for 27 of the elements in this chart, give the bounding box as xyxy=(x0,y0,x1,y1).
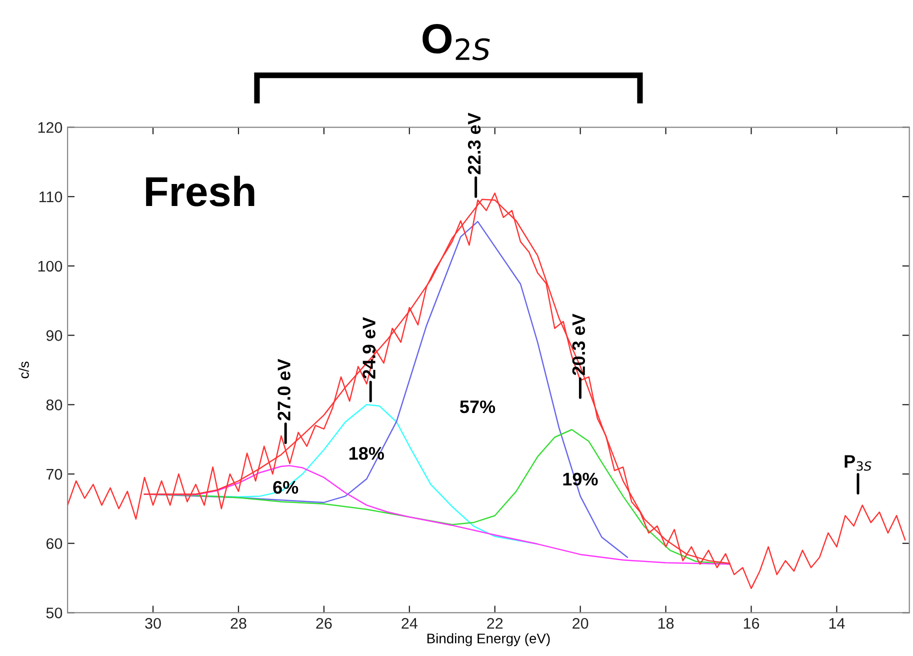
y-tick-label: 90 xyxy=(46,330,62,341)
chart-title: O$_{2S}$ xyxy=(422,24,490,60)
x-tick-label: 18 xyxy=(658,618,674,629)
annotation: 22.3 eV xyxy=(468,112,481,174)
y-axis-title: c/s xyxy=(18,362,29,378)
x-tick-label: 14 xyxy=(829,618,845,629)
annotation: P$_{3S}$ xyxy=(844,455,872,471)
x-tick-label: 30 xyxy=(145,618,161,629)
x-tick-label: 26 xyxy=(316,618,332,629)
x-tick-label: 22 xyxy=(487,618,503,629)
annotation: 57% xyxy=(460,400,496,414)
y-tick-label: 60 xyxy=(46,538,62,550)
annotation: 24.9 eV xyxy=(362,317,376,379)
annotation: Fresh xyxy=(146,176,254,206)
x-tick-label: 28 xyxy=(230,618,246,629)
y-tick-label: 100 xyxy=(38,260,62,272)
x-tick-label: 16 xyxy=(744,618,760,629)
y-tick-label: 80 xyxy=(46,400,62,410)
y-tick-label: 50 xyxy=(46,608,62,618)
annotation: 27.0 eV xyxy=(278,358,290,420)
y-tick-label: 110 xyxy=(40,191,62,202)
y-tick-label: 70 xyxy=(46,468,62,480)
y-tick-label: 120 xyxy=(38,122,62,133)
x-tick-label: 24 xyxy=(402,618,418,629)
annotation: 20.3 eV xyxy=(572,314,586,376)
x-tick-label: 20 xyxy=(572,618,588,629)
x-axis-title: Binding Energy (eV) xyxy=(427,633,550,646)
